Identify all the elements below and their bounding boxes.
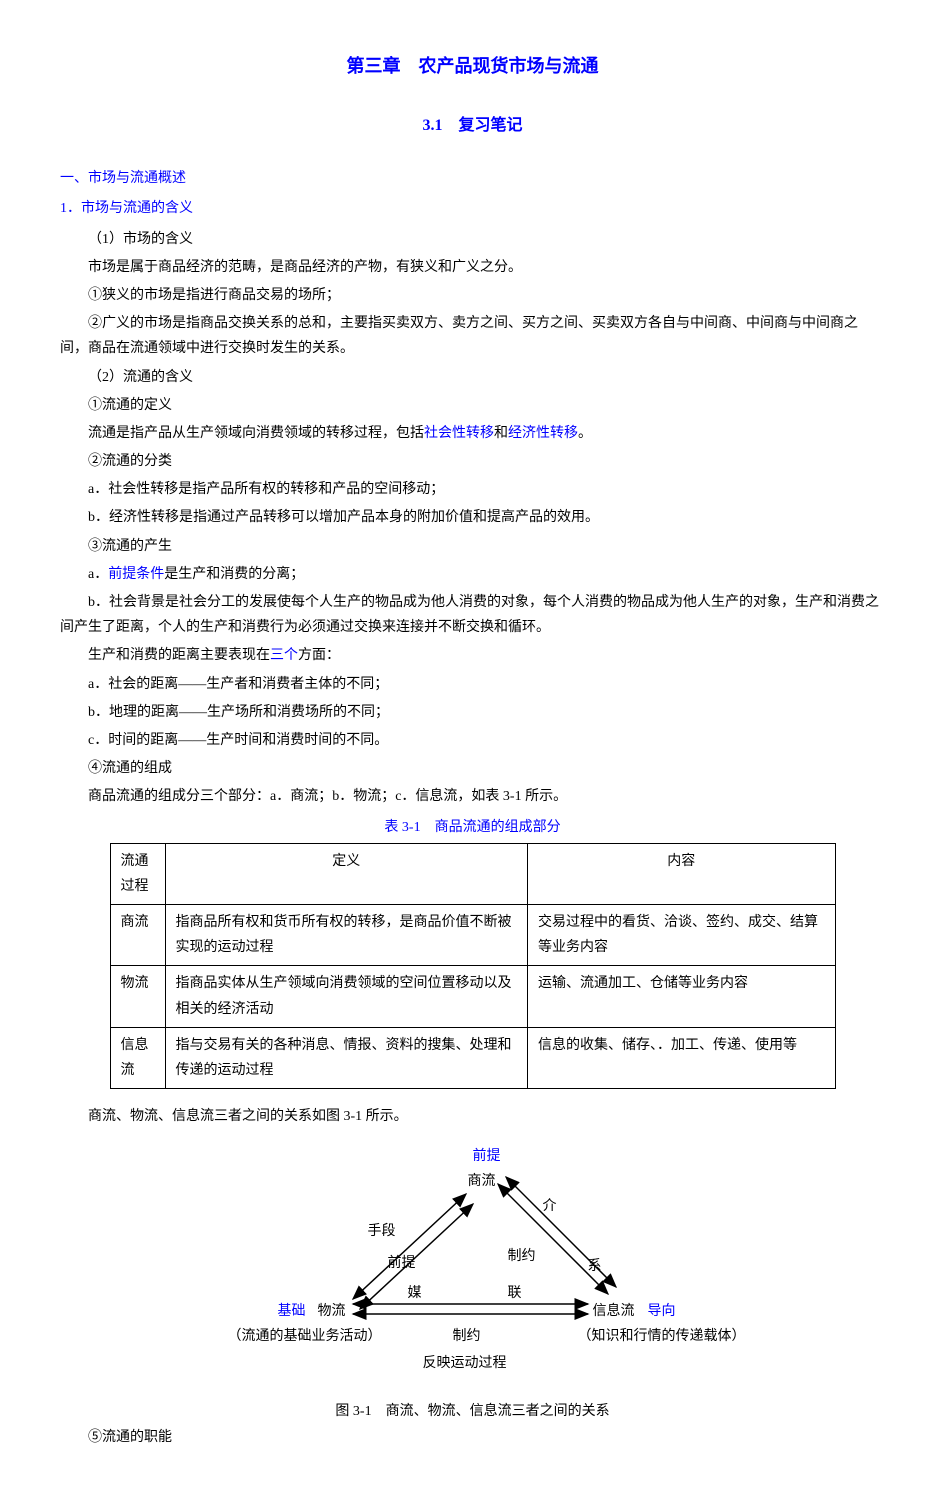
table-row: 商流 指商品所有权和货币所有权的转移，是商品价值不断被实现的运动过程 交易过程中…	[110, 905, 835, 966]
table-cell: 交易过程中的看货、洽谈、签约、成交、结算等业务内容	[528, 905, 836, 966]
text-span: 是生产和消费的分离；	[164, 567, 304, 582]
node-top: 商流	[468, 1169, 496, 1194]
table-header-cell: 内容	[528, 843, 836, 904]
edge-label: 手段	[368, 1219, 396, 1244]
paragraph: ③流通的产生	[60, 534, 885, 559]
highlight-text: 社会性转移	[424, 426, 494, 441]
relationship-diagram: 前提 商流 基础 物流 信息流 导向 （流通的基础业务活动） （知识和行情的传递…	[198, 1139, 748, 1389]
paragraph: b．地理的距离——生产场所和消费场所的不同；	[60, 700, 885, 725]
table-cell: 信息的收集、储存、．加工、传递、使用等	[528, 1027, 836, 1088]
paragraph: a．社会的距离——生产者和消费者主体的不同；	[60, 672, 885, 697]
edge-label: 系	[588, 1254, 602, 1279]
section-title: 3.1 复习笔记	[60, 112, 885, 141]
paragraph: ①狭义的市场是指进行商品交易的场所；	[60, 283, 885, 308]
paragraph: b．经济性转移是指通过产品转移可以增加产品本身的附加价值和提高产品的效用。	[60, 505, 885, 530]
edge-label: 反映运动过程	[423, 1351, 507, 1376]
highlight-text: 三个	[270, 648, 298, 663]
paragraph: （2）流通的含义	[60, 365, 885, 390]
table-cell: 物流	[110, 966, 165, 1027]
edge-label: 联	[508, 1281, 522, 1306]
table-cell: 指与交易有关的各种消息、情报、资料的搜集、处理和传递的运动过程	[165, 1027, 528, 1088]
heading-level-2: 1．市场与流通的含义	[60, 196, 885, 221]
text-span: 生产和消费的距离主要表现在	[88, 648, 270, 663]
edge-label: 前提	[388, 1251, 416, 1276]
text-span: 和	[494, 426, 508, 441]
table-header-row: 流通过程 定义 内容	[110, 843, 835, 904]
table-cell: 信息流	[110, 1027, 165, 1088]
paragraph: b．社会背景是社会分工的发展使每个人生产的物品成为他人消费的对象，每个人消费的物…	[60, 590, 885, 640]
table-cell: 指商品实体从生产领域向消费领域的空间位置移动以及相关的经济活动	[165, 966, 528, 1027]
table-row: 信息流 指与交易有关的各种消息、情报、资料的搜集、处理和传递的运动过程 信息的收…	[110, 1027, 835, 1088]
text-span: 流通是指产品从生产领域向消费领域的转移过程，包括	[88, 426, 424, 441]
text-span: a．	[88, 567, 108, 582]
paragraph: 生产和消费的距离主要表现在三个方面：	[60, 643, 885, 668]
paragraph: a．前提条件是生产和消费的分离；	[60, 562, 885, 587]
paragraph: 商流、物流、信息流三者之间的关系如图 3-1 所示。	[60, 1104, 885, 1129]
figure-caption: 图 3-1 商流、物流、信息流三者之间的关系	[60, 1399, 885, 1424]
paragraph: a．社会性转移是指产品所有权的转移和产品的空间移动；	[60, 477, 885, 502]
table-header-cell: 流通过程	[110, 843, 165, 904]
node-left: 物流	[318, 1299, 346, 1324]
paragraph: ①流通的定义	[60, 393, 885, 418]
paragraph: ②广义的市场是指商品交换关系的总和，主要指买卖双方、卖方之间、买方之间、买卖双方…	[60, 311, 885, 361]
table-row: 物流 指商品实体从生产领域向消费领域的空间位置移动以及相关的经济活动 运输、流通…	[110, 966, 835, 1027]
paragraph: 商品流通的组成分三个部分：a．商流；b．物流；c．信息流，如表 3-1 所示。	[60, 784, 885, 809]
paragraph: 市场是属于商品经济的范畴，是商品经济的产物，有狭义和广义之分。	[60, 255, 885, 280]
paragraph: （1）市场的含义	[60, 227, 885, 252]
paragraph: 流通是指产品从生产领域向消费领域的转移过程，包括社会性转移和经济性转移。	[60, 421, 885, 446]
highlight-text: 经济性转移	[508, 426, 578, 441]
text-span: 方面：	[298, 648, 340, 663]
table-cell: 运输、流通加工、仓储等业务内容	[528, 966, 836, 1027]
table-cell: 商流	[110, 905, 165, 966]
table-cell: 指商品所有权和货币所有权的转移，是商品价值不断被实现的运动过程	[165, 905, 528, 966]
paragraph: ④流通的组成	[60, 756, 885, 781]
node-annotation-left: 基础	[278, 1299, 306, 1324]
table-caption: 表 3-1 商品流通的组成部分	[60, 815, 885, 840]
highlight-text: 前提条件	[108, 567, 164, 582]
composition-table: 流通过程 定义 内容 商流 指商品所有权和货币所有权的转移，是商品价值不断被实现…	[110, 843, 836, 1090]
paragraph: ②流通的分类	[60, 449, 885, 474]
edge-label: 介	[543, 1194, 557, 1219]
paragraph: c．时间的距离——生产时间和消费时间的不同。	[60, 728, 885, 753]
text-span: 。	[578, 426, 592, 441]
paragraph: ⑤流通的职能	[60, 1425, 885, 1450]
node-annotation-top: 前提	[473, 1144, 501, 1169]
edge-label: 制约	[508, 1244, 536, 1269]
edge-label: 媒	[408, 1281, 422, 1306]
table-header-cell: 定义	[165, 843, 528, 904]
heading-level-1: 一、市场与流通概述	[60, 166, 885, 191]
node-right: 信息流	[593, 1299, 635, 1324]
node-annotation-right: 导向	[648, 1299, 676, 1324]
chapter-title: 第三章 农产品现货市场与流通	[60, 50, 885, 82]
